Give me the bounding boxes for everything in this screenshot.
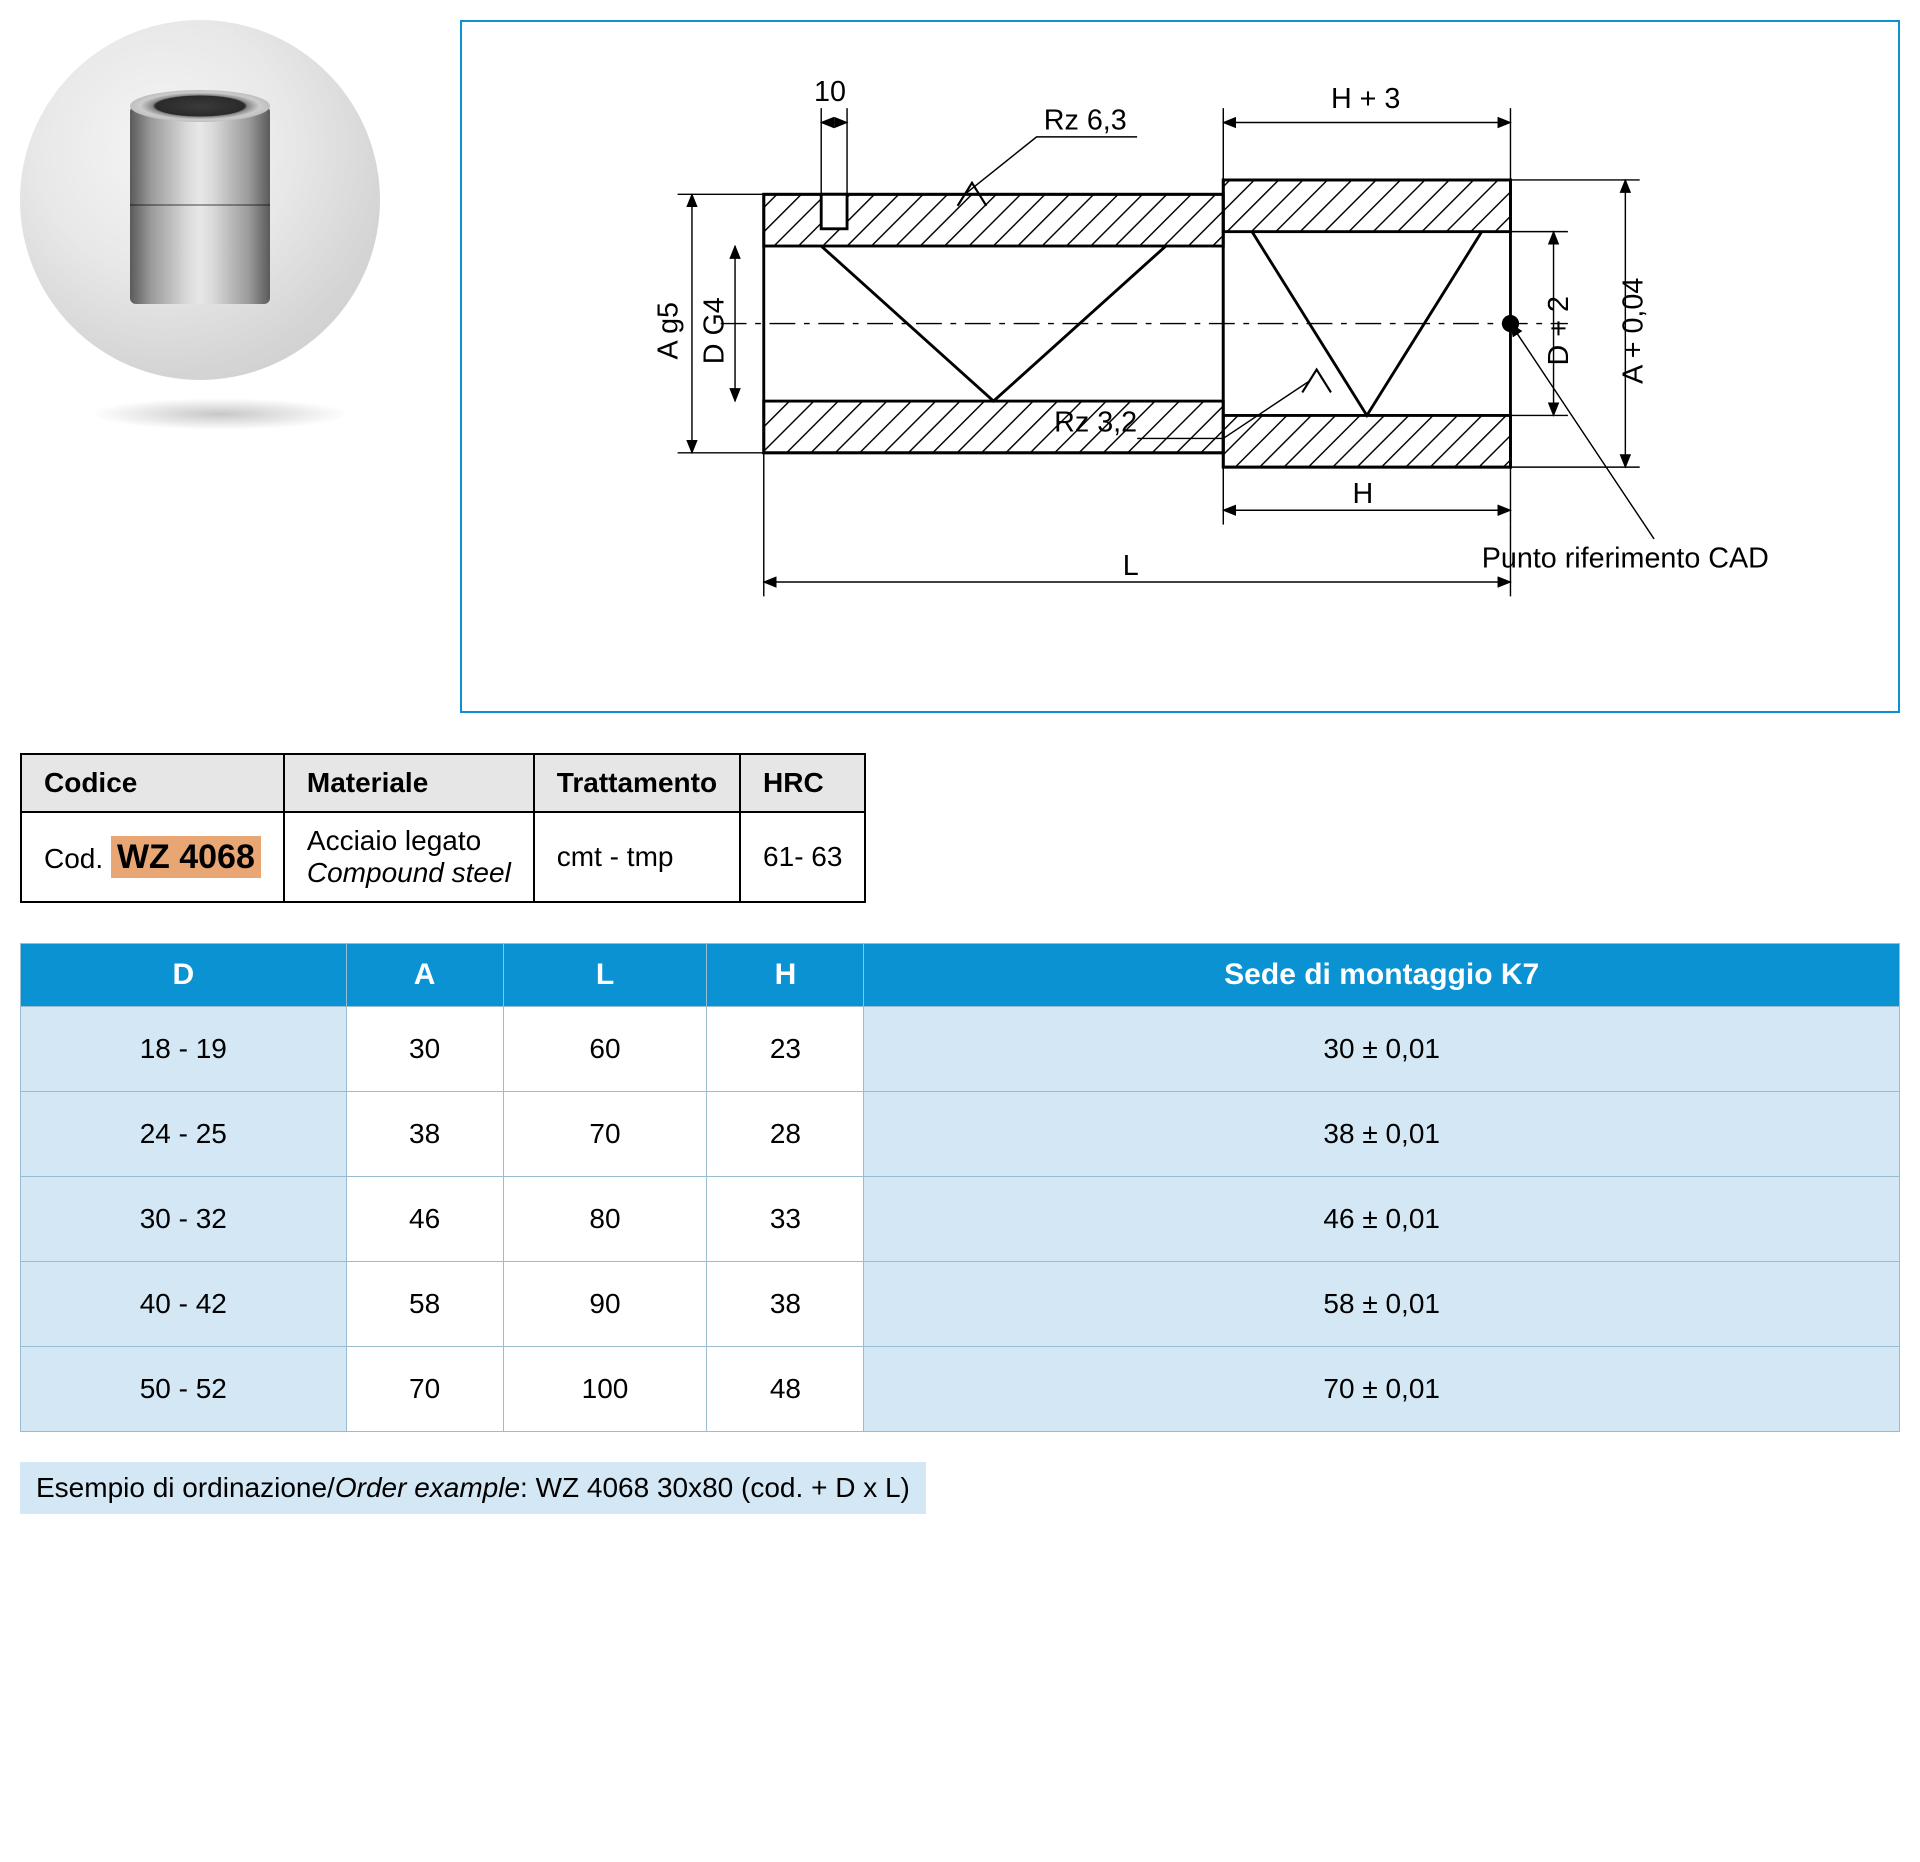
table-cell: 60 [503, 1007, 707, 1092]
product-photo [20, 20, 420, 420]
table-cell: 38 [346, 1092, 503, 1177]
table-cell: 46 ± 0,01 [864, 1177, 1900, 1262]
table-cell: 48 [707, 1347, 864, 1432]
dim-header-row: DALHSede di montaggio K7 [21, 944, 1900, 1007]
table-cell: 70 [346, 1347, 503, 1432]
table-cell: 46 [346, 1177, 503, 1262]
aplus004-label: A + 0,04 [1617, 278, 1649, 384]
info-treatment-cell: cmt - tmp [534, 812, 740, 902]
table-cell: 38 ± 0,01 [864, 1092, 1900, 1177]
rz32-label: Rz 3,2 [1054, 406, 1137, 438]
top-row: 10 Rz 6,3 Rz 3,2 H + 3 A g5 D G4 [20, 20, 1900, 713]
dplus2-label: D + 2 [1543, 296, 1575, 365]
table-cell: 40 - 42 [21, 1262, 347, 1347]
cad-ref-label: Punto riferimento CAD [1482, 543, 1769, 575]
info-header-treatment: Trattamento [534, 754, 740, 812]
info-header-row: Codice Materiale Trattamento HRC [21, 754, 865, 812]
info-header-material: Materiale [284, 754, 534, 812]
info-data-row: Cod. WZ 4068 Acciaio legato Compound ste… [21, 812, 865, 902]
table-cell: 33 [707, 1177, 864, 1262]
hplus3-label: H + 3 [1331, 83, 1400, 115]
table-cell: 70 [503, 1092, 707, 1177]
photo-shadow [90, 398, 350, 430]
dimensions-table: DALHSede di montaggio K7 18 - 1930602330… [20, 943, 1900, 1432]
cylinder-render [130, 90, 270, 310]
table-cell: 58 ± 0,01 [864, 1262, 1900, 1347]
dim-body: 18 - 1930602330 ± 0,0124 - 2538702838 ± … [21, 1007, 1900, 1432]
order-example: Esempio di ordinazione/Order example: WZ… [20, 1462, 926, 1514]
table-cell: 50 - 52 [21, 1347, 347, 1432]
dim-header-2: L [503, 944, 707, 1007]
ag5-label: A g5 [652, 302, 684, 359]
info-header-hrc: HRC [740, 754, 865, 812]
table-row: 30 - 3246803346 ± 0,01 [21, 1177, 1900, 1262]
dg4-label: D G4 [698, 297, 730, 364]
table-row: 18 - 1930602330 ± 0,01 [21, 1007, 1900, 1092]
table-cell: 30 - 32 [21, 1177, 347, 1262]
info-header-code: Codice [21, 754, 284, 812]
table-cell: 30 ± 0,01 [864, 1007, 1900, 1092]
order-example-suffix: : WZ 4068 30x80 (cod. + D x L) [520, 1472, 910, 1503]
table-row: 40 - 4258903858 ± 0,01 [21, 1262, 1900, 1347]
info-table: Codice Materiale Trattamento HRC Cod. WZ… [20, 753, 866, 903]
dim-header-3: H [707, 944, 864, 1007]
code-prefix: Cod. [44, 843, 111, 874]
table-cell: 80 [503, 1177, 707, 1262]
table-cell: 23 [707, 1007, 864, 1092]
table-cell: 38 [707, 1262, 864, 1347]
dim-10-label: 10 [814, 76, 846, 108]
info-hrc-cell: 61- 63 [740, 812, 865, 902]
info-material-cell: Acciaio legato Compound steel [284, 812, 534, 902]
info-code-cell: Cod. WZ 4068 [21, 812, 284, 902]
table-row: 24 - 2538702838 ± 0,01 [21, 1092, 1900, 1177]
technical-drawing: 10 Rz 6,3 Rz 3,2 H + 3 A g5 D G4 [460, 20, 1900, 713]
table-cell: 28 [707, 1092, 864, 1177]
rz63-label: Rz 6,3 [1044, 105, 1127, 137]
table-cell: 30 [346, 1007, 503, 1092]
dim-header-0: D [21, 944, 347, 1007]
table-cell: 24 - 25 [21, 1092, 347, 1177]
l-label: L [1123, 550, 1139, 582]
photo-circle [20, 20, 380, 380]
table-row: 50 - 52701004870 ± 0,01 [21, 1347, 1900, 1432]
dim-header-1: A [346, 944, 503, 1007]
code-value: WZ 4068 [111, 836, 261, 878]
h-label: H [1352, 478, 1373, 510]
table-cell: 58 [346, 1262, 503, 1347]
order-example-it: Esempio di ordinazione/ [36, 1472, 335, 1503]
table-cell: 100 [503, 1347, 707, 1432]
material-it: Acciaio legato [307, 825, 511, 857]
dim-header-4: Sede di montaggio K7 [864, 944, 1900, 1007]
material-en: Compound steel [307, 857, 511, 889]
table-cell: 18 - 19 [21, 1007, 347, 1092]
drawing-svg: 10 Rz 6,3 Rz 3,2 H + 3 A g5 D G4 [534, 22, 1826, 711]
order-example-en: Order example [335, 1472, 520, 1503]
table-cell: 90 [503, 1262, 707, 1347]
table-cell: 70 ± 0,01 [864, 1347, 1900, 1432]
